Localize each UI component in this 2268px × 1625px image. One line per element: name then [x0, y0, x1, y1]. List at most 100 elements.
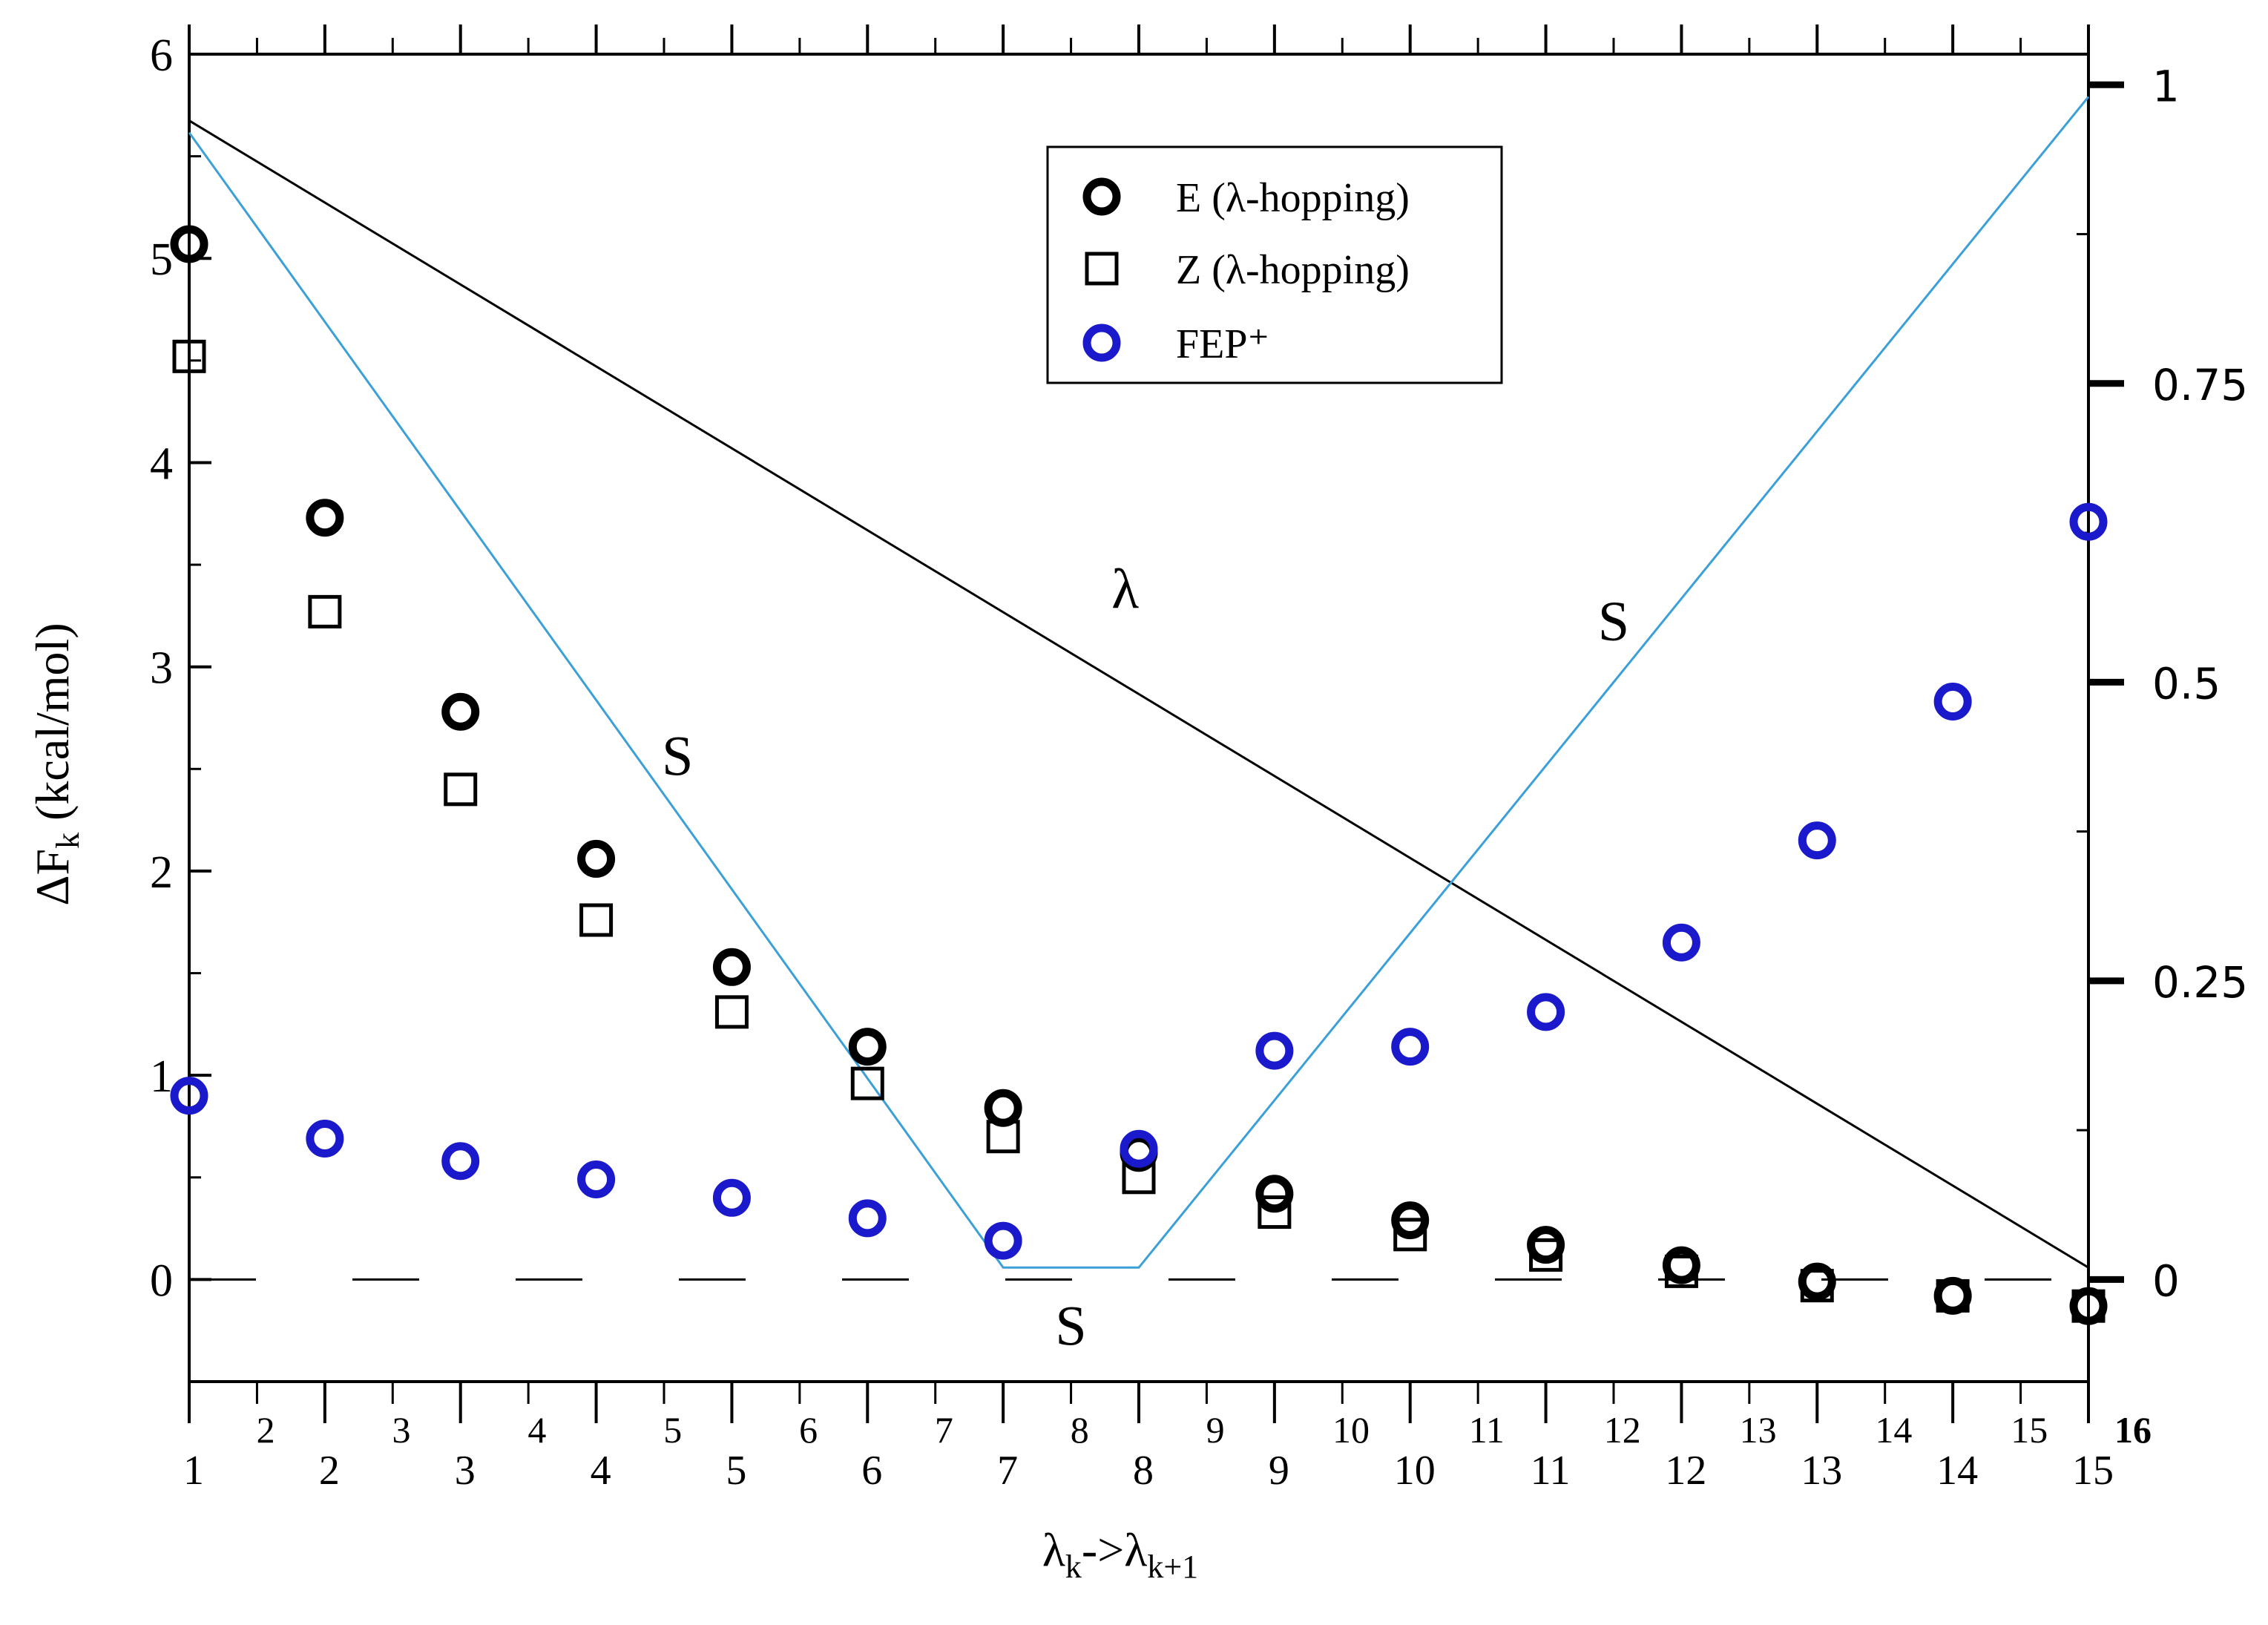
overlay-lines — [188, 96, 2090, 1269]
y-tick-label: 5 — [150, 234, 173, 285]
point-e — [984, 1089, 1022, 1127]
point-fep — [1391, 1028, 1430, 1066]
point-fep — [1120, 1129, 1158, 1168]
x-tick-label: 14 — [1936, 1448, 1978, 1494]
y2-tick-label: 0.25 — [2152, 957, 2248, 1008]
line-label: S — [1055, 1295, 1086, 1357]
y-tick-label: 0 — [150, 1255, 173, 1306]
point-e — [170, 225, 208, 263]
x-secondary-label: 5 — [663, 1409, 682, 1451]
point-fep — [984, 1221, 1022, 1260]
x-tick-label: 1 — [183, 1448, 204, 1494]
x-secondary-label: 8 — [1071, 1409, 1089, 1451]
y2-tick-label: 1 — [2152, 61, 2180, 111]
legend-box — [1046, 145, 1503, 384]
point-z — [1936, 1278, 1970, 1313]
x-secondary-label: 3 — [392, 1409, 411, 1451]
point-z — [850, 1066, 884, 1100]
point-e — [712, 948, 751, 986]
legend-label: E (λ-hopping) — [1176, 175, 1410, 221]
x-axis-label: λk->λk+1 — [1042, 1523, 1198, 1585]
point-z — [579, 903, 614, 937]
x-tick-label: 15 — [2072, 1448, 2114, 1494]
point-z — [1664, 1254, 1698, 1288]
legend-marker — [1085, 252, 1119, 286]
point-fep — [848, 1199, 887, 1238]
x-secondary-label: 9 — [1206, 1409, 1225, 1451]
point-e — [1527, 1226, 1565, 1264]
point-e — [848, 1028, 887, 1066]
point-z — [714, 995, 749, 1029]
line-lambda — [188, 119, 2089, 1269]
line-label: λ — [1111, 558, 1139, 620]
point-fep — [1798, 821, 1836, 860]
point-fep — [712, 1178, 751, 1217]
x-secondary-label: 4 — [527, 1409, 546, 1451]
point-z — [1800, 1269, 1834, 1303]
legend-marker — [1082, 324, 1121, 362]
y2-tick-label: 0.5 — [2152, 658, 2221, 709]
point-z — [444, 772, 478, 807]
y-tick-label: 3 — [150, 643, 173, 694]
x-secondary-label: 13 — [1740, 1409, 1777, 1451]
line-s — [188, 96, 2090, 1269]
y-tick-label: 4 — [150, 439, 173, 489]
point-z — [2071, 1289, 2106, 1323]
x-tick-label: 12 — [1665, 1448, 1706, 1494]
x-tick-label: 13 — [1801, 1448, 1842, 1494]
y-tick-label: 6 — [150, 30, 173, 81]
point-e — [306, 499, 344, 537]
annotations: λ S S S — [662, 558, 1629, 1358]
point-fep — [577, 1161, 616, 1199]
point-e — [1933, 1276, 1972, 1315]
x-secondary-label: 16 — [2114, 1409, 2152, 1451]
legend-label: FEP⁺ — [1176, 321, 1269, 367]
x-secondary-label: 12 — [1604, 1409, 1641, 1451]
x-tick-label: 4 — [591, 1448, 611, 1494]
x-tick-label: 10 — [1394, 1448, 1436, 1494]
x-tick-label: 6 — [861, 1448, 882, 1494]
point-fep — [1933, 682, 1972, 720]
x-secondary-label: 6 — [799, 1409, 818, 1451]
point-fep — [1527, 993, 1565, 1031]
x-tick-label: 2 — [319, 1448, 340, 1494]
point-fep — [441, 1142, 480, 1181]
legend-label: Z (λ-hopping) — [1176, 247, 1410, 293]
point-fep — [1255, 1031, 1294, 1070]
x-tick-label: 8 — [1133, 1448, 1154, 1494]
point-fep — [306, 1119, 344, 1158]
x-tick-label: 11 — [1531, 1448, 1571, 1494]
line-label: S — [1598, 591, 1629, 653]
point-z — [308, 594, 342, 628]
line-label: S — [662, 726, 693, 788]
point-z — [986, 1120, 1020, 1154]
x-secondary-label: 11 — [1469, 1409, 1505, 1451]
point-e — [441, 692, 480, 731]
y2-tick-label: 0.75 — [2152, 360, 2248, 410]
point-fep — [170, 1077, 208, 1115]
point-fep — [1662, 923, 1700, 962]
y2-tick-label: 0 — [2152, 1255, 2180, 1306]
x-secondary-label: 10 — [1332, 1409, 1370, 1451]
x-secondary-label: 2 — [257, 1409, 275, 1451]
legend-marker — [1082, 177, 1121, 216]
x-tick-label: 7 — [997, 1448, 1018, 1494]
x-tick-label: 3 — [455, 1448, 476, 1494]
point-fep — [2069, 502, 2108, 541]
point-z — [1529, 1238, 1563, 1272]
x-tick-label: 5 — [726, 1448, 746, 1494]
y-tick-label: 1 — [150, 1051, 173, 1102]
legend: E (λ-hopping) Z (λ-hopping) FEP⁺ — [1046, 145, 1503, 384]
point-e — [577, 839, 616, 878]
x-secondary-label: 14 — [1875, 1409, 1912, 1451]
y-axis-label: ΔFk (kcal/mol) — [26, 623, 86, 905]
x-secondary-label: 15 — [2011, 1409, 2048, 1451]
point-z — [1393, 1218, 1427, 1252]
x-tick-label: 9 — [1269, 1448, 1289, 1494]
point-e — [1255, 1175, 1294, 1213]
point-z — [172, 339, 206, 373]
y-tick-label: 2 — [150, 847, 173, 898]
point-z — [1258, 1195, 1292, 1230]
